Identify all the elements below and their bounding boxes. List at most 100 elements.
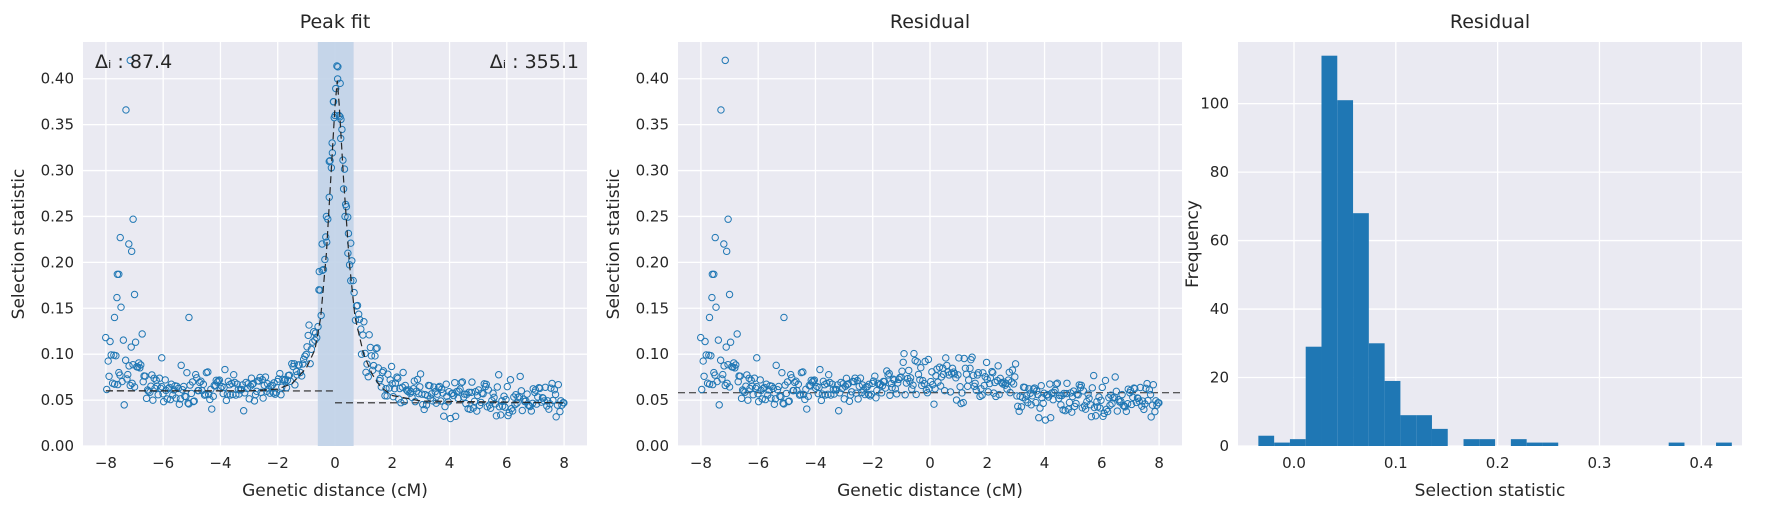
data-point bbox=[772, 361, 780, 370]
data-point bbox=[221, 365, 229, 374]
data-point bbox=[1151, 407, 1159, 416]
data-point bbox=[952, 396, 961, 404]
data-point bbox=[442, 380, 450, 388]
data-point bbox=[502, 395, 510, 404]
data-point bbox=[261, 373, 270, 381]
histogram-bar bbox=[1353, 213, 1369, 446]
histogram-bar bbox=[1479, 439, 1496, 446]
data-point bbox=[954, 371, 962, 379]
data-point bbox=[994, 362, 1002, 370]
data-point bbox=[950, 370, 959, 378]
data-point bbox=[116, 371, 124, 379]
data-point bbox=[351, 316, 360, 324]
data-point bbox=[1140, 405, 1148, 414]
data-point bbox=[489, 389, 497, 397]
data-point bbox=[995, 390, 1003, 399]
histogram-bar bbox=[1321, 55, 1338, 446]
data-point bbox=[467, 388, 476, 397]
histogram-bar bbox=[1274, 442, 1290, 446]
x-tick-label: −8 bbox=[690, 454, 712, 472]
data-point bbox=[1129, 393, 1137, 401]
data-point bbox=[112, 352, 120, 360]
data-point bbox=[778, 368, 786, 377]
data-point bbox=[1039, 399, 1047, 408]
data-point bbox=[106, 337, 114, 346]
data-point bbox=[127, 343, 135, 351]
data-point bbox=[196, 378, 204, 387]
data-point bbox=[960, 354, 968, 363]
y-tick-label: 100 bbox=[1200, 95, 1229, 113]
data-point bbox=[705, 313, 714, 322]
data-point bbox=[214, 377, 223, 385]
data-point bbox=[850, 377, 858, 386]
data-point bbox=[350, 288, 358, 297]
data-point bbox=[731, 364, 739, 372]
data-points bbox=[102, 56, 568, 423]
data-point bbox=[321, 255, 329, 264]
data-point bbox=[711, 371, 719, 379]
data-point bbox=[1072, 399, 1080, 408]
data-point bbox=[1136, 383, 1145, 392]
y-tick-label: 0.35 bbox=[41, 116, 74, 134]
x-tick-label: 8 bbox=[1154, 454, 1164, 472]
data-point bbox=[419, 400, 427, 409]
data-point bbox=[966, 364, 974, 373]
data-point bbox=[550, 386, 559, 394]
data-point bbox=[495, 371, 503, 379]
histogram-bar bbox=[1337, 100, 1354, 447]
data-point bbox=[888, 383, 896, 392]
data-point bbox=[505, 408, 513, 417]
data-point bbox=[839, 380, 847, 388]
data-point bbox=[1117, 397, 1125, 406]
data-point bbox=[506, 376, 515, 384]
data-point bbox=[906, 374, 915, 382]
data-point bbox=[983, 375, 991, 383]
data-point bbox=[483, 403, 491, 411]
data-point bbox=[307, 345, 316, 353]
data-point bbox=[130, 383, 139, 391]
data-point bbox=[1098, 383, 1106, 392]
data-point bbox=[1011, 373, 1019, 381]
data-point bbox=[942, 354, 950, 362]
data-point bbox=[536, 384, 544, 393]
data-point bbox=[278, 383, 286, 391]
data-point bbox=[511, 400, 519, 409]
data-point bbox=[277, 391, 285, 399]
data-point bbox=[1032, 398, 1040, 407]
data-point bbox=[534, 393, 542, 401]
data-point bbox=[725, 290, 734, 299]
data-point bbox=[869, 377, 878, 385]
data-point bbox=[946, 388, 955, 396]
data-point bbox=[463, 390, 471, 398]
data-point bbox=[823, 379, 831, 388]
data-point bbox=[116, 233, 124, 242]
data-point bbox=[697, 333, 705, 342]
data-point bbox=[1155, 399, 1163, 407]
y-tick-label: 0.40 bbox=[636, 70, 669, 88]
x-tick-label: −2 bbox=[267, 454, 289, 472]
data-point bbox=[107, 351, 115, 359]
data-point bbox=[120, 401, 128, 409]
data-point bbox=[867, 390, 876, 398]
data-point bbox=[183, 368, 191, 377]
y-tick-label: 0.10 bbox=[41, 345, 74, 363]
data-point bbox=[1056, 391, 1064, 400]
data-point bbox=[816, 365, 824, 374]
data-point bbox=[1009, 380, 1018, 388]
data-point bbox=[270, 379, 278, 387]
data-point bbox=[1074, 391, 1082, 399]
data-point bbox=[338, 125, 346, 134]
data-point bbox=[794, 380, 803, 388]
peak-fit-panel: −8 −6 −4 −2 0 2 4 6 8 0.00 0.05 0.10 0.15 0.20 0.25 0.3… bbox=[9, 11, 587, 501]
data-point bbox=[461, 390, 469, 398]
data-point bbox=[208, 405, 216, 413]
data-point bbox=[1046, 413, 1055, 422]
data-point bbox=[1145, 386, 1154, 394]
data-point bbox=[290, 360, 298, 368]
data-point bbox=[127, 247, 136, 256]
data-point bbox=[390, 384, 399, 393]
data-point bbox=[177, 361, 185, 370]
data-point bbox=[276, 369, 284, 378]
data-point bbox=[1097, 396, 1105, 404]
data-point bbox=[256, 373, 264, 382]
